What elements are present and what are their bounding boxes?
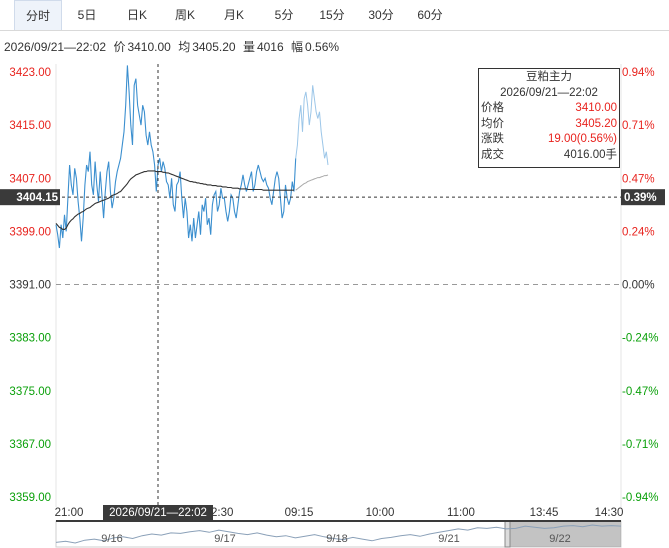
y-label-right: -0.24% [622, 333, 658, 345]
time-navigator: 9/16 9/17 9/18 9/21 9/22 [55, 520, 622, 548]
x-tick-label: 21:00 [55, 507, 84, 519]
x-tick-label: 14:30 [595, 507, 624, 519]
info-volume: 4016 [256, 40, 284, 54]
info-avg: 3405.20 [192, 40, 236, 54]
crosshair-time-label: 2026/09/21—22:02 [109, 507, 207, 519]
navigator-date-label: 9/16 [101, 533, 122, 545]
y-label-left: 3391.00 [9, 280, 51, 292]
navigator-date-label: 9/22 [549, 533, 570, 545]
y-label-right: -0.94% [622, 492, 658, 504]
navigator-handle-left [504, 520, 511, 548]
navigator-selection [510, 521, 621, 547]
x-tick-label: 09:15 [285, 507, 314, 519]
y-label-right: 0.94% [622, 67, 655, 79]
tooltip-title: 豆粕主力 [526, 71, 572, 83]
tab-15min[interactable]: 15分 [319, 8, 345, 22]
x-tick-label: 13:45 [530, 507, 559, 519]
crosshair-pct-box [621, 189, 665, 206]
crosshair-time-box [103, 505, 213, 520]
intraday-chart[interactable]: 3423.00 0.94% 3415.00 0.71% 3407.00 0.47% 3399… [0, 56, 669, 548]
period-tabs: 分时 5日 日K 周K 月K 5分 15分 30分 60分 [0, 0, 669, 31]
x-tick-label: 10:00 [366, 507, 395, 519]
crosshair-pct-label: 0.39% [624, 192, 657, 204]
navigator-date-label: 9/21 [438, 533, 459, 545]
price-line-preview [295, 85, 329, 166]
crosshair-price-box [0, 189, 60, 206]
info-price: 3410.00 [127, 40, 171, 54]
tab-60min[interactable]: 60分 [417, 8, 443, 22]
average-line-preview [295, 174, 329, 191]
tooltip-row-volume: 成交 4016.00手 [481, 148, 617, 161]
tab-5min[interactable]: 5分 [274, 8, 294, 22]
average-price-line [55, 170, 294, 230]
tab-intraday[interactable]: 分时 [14, 0, 62, 30]
y-label-right: 0.24% [622, 226, 655, 238]
crosshair: 3404.15 0.39% [0, 64, 665, 507]
y-label-right: 0.47% [622, 173, 655, 185]
y-label-right: 0.00% [622, 280, 655, 292]
y-label-left: 3407.00 [9, 173, 51, 185]
tab-30min[interactable]: 30分 [368, 8, 394, 22]
y-label-left: 3423.00 [9, 67, 51, 79]
y-label-left: 3375.00 [9, 386, 51, 398]
navigator-date-label: 9/17 [214, 533, 235, 545]
tooltip-panel: 豆粕主力 2026/09/21—22:02 价格 3410.00 均价 3405.2… [478, 68, 620, 168]
info-price-label: 价 [113, 40, 126, 54]
y-label-left: 3415.00 [9, 120, 51, 132]
tooltip-datetime: 2026/09/21—22:02 [500, 87, 598, 99]
crosshair-price-label: 3404.15 [16, 192, 58, 204]
y-label-right: -0.47% [622, 386, 658, 398]
y-label-left: 3359.00 [9, 492, 51, 504]
tooltip-row-price: 价格 3410.00 [481, 102, 617, 114]
navigator-line [55, 524, 622, 544]
info-change-label: 幅 [291, 40, 304, 54]
info-avg-label: 均 [178, 40, 191, 54]
tooltip-row-change: 涨跌 19.00(0.56%) [481, 133, 617, 145]
quote-info-bar: 2026/09/21—22:02 价 3410.00 均 3405.20 量 4016… [4, 38, 343, 54]
y-label-right: 0.71% [622, 120, 655, 132]
y-label-left: 3367.00 [9, 439, 51, 451]
info-datetime: 2026/09/21—22:02 [4, 40, 107, 54]
chart-grid [55, 64, 622, 507]
x-axis: 21:00 22:30 09:15 10:00 11:00 13:45 14:302026/… [55, 505, 624, 520]
tab-5day[interactable]: 5日 [77, 8, 97, 22]
tooltip-row-avg: 均价 3405.20 [481, 117, 617, 130]
y-axis-labels: 3423.00 0.94% 3415.00 0.71% 3407.00 0.47% 3399… [9, 67, 658, 504]
info-volume-label: 量 [242, 40, 255, 54]
info-change: 0.56% [305, 40, 340, 54]
navigator-date-label: 9/18 [326, 533, 347, 545]
tab-monthly-k[interactable]: 月K [223, 8, 244, 22]
y-label-left: 3399.00 [9, 226, 51, 238]
chart-series [55, 65, 329, 249]
tab-daily-k[interactable]: 日K [126, 8, 147, 22]
price-line [55, 65, 297, 249]
y-label-left: 3383.00 [9, 333, 51, 345]
x-tick-label: 11:00 [447, 507, 475, 519]
y-label-right: -0.71% [622, 439, 658, 451]
tab-weekly-k[interactable]: 周K [174, 8, 195, 22]
